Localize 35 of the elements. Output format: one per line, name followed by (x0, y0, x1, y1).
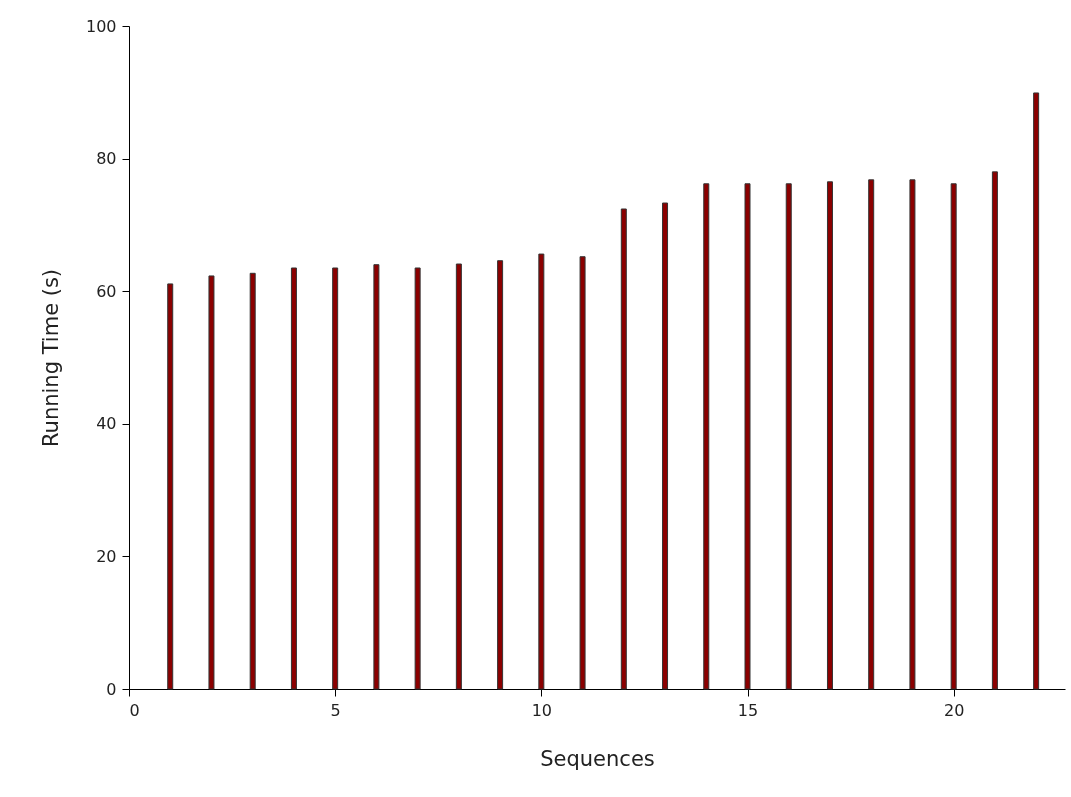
y-tick-label: 0 (106, 679, 117, 699)
bar (538, 253, 545, 690)
bar (332, 267, 339, 690)
bar (620, 208, 627, 690)
bar (991, 171, 998, 690)
bar (868, 179, 875, 690)
x-tick-label: 0 (129, 700, 140, 720)
bar (167, 283, 174, 690)
y-axis-title: Running Time (s) (38, 268, 63, 448)
bar (414, 267, 421, 690)
y-tick-label: 100 (85, 16, 117, 36)
y-tick-label: 20 (96, 546, 117, 566)
bar (290, 267, 297, 690)
y-tick-label: 40 (96, 414, 117, 434)
y-tick-label: 80 (96, 149, 117, 169)
bar (703, 183, 710, 690)
bar (497, 260, 504, 690)
bar (909, 179, 916, 690)
x-tick-label: 20 (943, 700, 965, 720)
bar (785, 183, 792, 690)
bar (826, 181, 833, 690)
x-tick-label: 15 (737, 700, 759, 720)
bar (579, 256, 586, 690)
bar (455, 263, 462, 690)
x-axis-title: Sequences (540, 746, 655, 771)
bar (1033, 92, 1040, 690)
x-tick-label: 5 (330, 700, 341, 720)
bar (744, 183, 751, 690)
y-tick-label: 60 (96, 281, 117, 301)
bar (249, 272, 256, 690)
bar (662, 202, 669, 690)
x-tick-label: 10 (531, 700, 553, 720)
bar (373, 264, 380, 690)
bar (208, 275, 215, 690)
bar (950, 183, 957, 690)
